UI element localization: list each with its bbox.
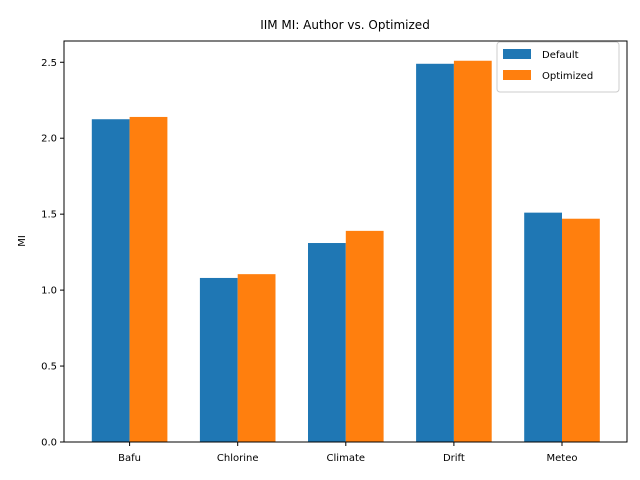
y-tick-label: 2.5 <box>41 58 57 69</box>
legend-swatch-default <box>503 49 531 59</box>
x-ticks: Bafu Chlorine Climate Drift Meteo <box>118 442 577 464</box>
legend-swatch-optimized <box>503 70 531 80</box>
y-tick-label: 2.0 <box>41 134 57 145</box>
x-tick-label: Chlorine <box>217 453 259 464</box>
bar-default-meteo <box>524 212 562 442</box>
bars-group <box>91 60 600 442</box>
y-tick-label: 0.0 <box>41 438 57 449</box>
y-tick-label: 0.5 <box>41 362 57 373</box>
bar-default-drift <box>416 63 454 442</box>
y-tick-label: 1.5 <box>41 210 57 221</box>
bar-default-chlorine <box>199 277 238 442</box>
bar-default-bafu <box>91 119 130 442</box>
x-tick-label: Meteo <box>547 453 578 464</box>
legend: Default Optimized <box>496 41 620 93</box>
bar-optimized-chlorine <box>237 274 276 442</box>
legend-label-optimized: Optimized <box>542 71 593 82</box>
y-ticks: 0.0 0.5 1.0 1.5 2.0 2.5 <box>41 58 64 449</box>
plot-frame <box>63 40 628 443</box>
chart-title: IIM MI: Author vs. Optimized <box>260 18 430 32</box>
x-tick-label: Bafu <box>118 453 141 464</box>
y-tick-label: 1.0 <box>41 286 57 297</box>
legend-label-default: Default <box>542 50 579 61</box>
bar-default-climate <box>308 243 346 442</box>
y-axis-label: MI <box>17 235 28 247</box>
bar-optimized-drift <box>453 60 492 442</box>
x-tick-label: Climate <box>327 453 365 464</box>
bar-optimized-meteo <box>562 218 600 442</box>
bar-optimized-bafu <box>129 116 168 442</box>
x-tick-label: Drift <box>443 453 465 464</box>
bar-optimized-climate <box>345 230 384 442</box>
